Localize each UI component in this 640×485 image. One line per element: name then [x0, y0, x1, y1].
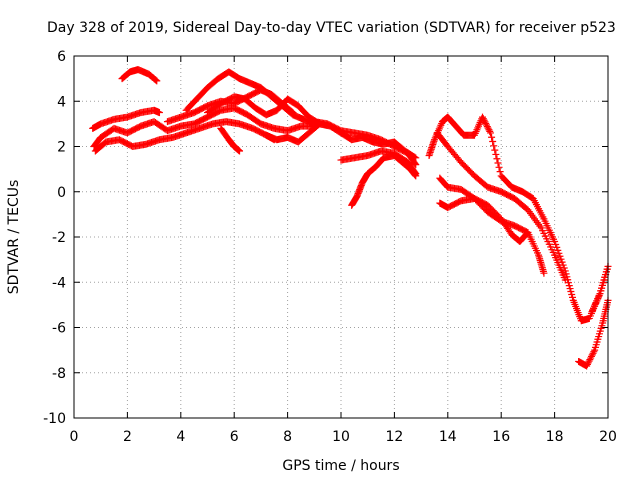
- data-point: [587, 354, 595, 362]
- x-tick-label: 16: [492, 429, 510, 445]
- data-point: [551, 238, 559, 246]
- data-point: [487, 129, 495, 137]
- data-point: [491, 146, 499, 154]
- x-tick-label: 20: [599, 429, 617, 445]
- data-point: [588, 351, 596, 359]
- x-tick-label: 2: [123, 429, 132, 445]
- data-point: [561, 276, 569, 284]
- data-point: [583, 360, 591, 368]
- x-tick-label: 0: [70, 429, 79, 445]
- data-point: [412, 172, 420, 180]
- series-track-13: [425, 113, 612, 325]
- data-point: [288, 108, 296, 116]
- series-track-8: [217, 124, 244, 155]
- series-track-4: [118, 66, 161, 85]
- y-tick-label: -10: [43, 411, 66, 427]
- x-tick-label: 8: [283, 429, 292, 445]
- data-layer: [89, 66, 612, 370]
- y-tick-label: -6: [52, 321, 66, 337]
- x-tick-label: 10: [332, 429, 350, 445]
- data-point: [495, 163, 503, 171]
- y-tick-label: -8: [52, 366, 66, 382]
- data-point: [492, 150, 500, 158]
- data-point: [484, 124, 492, 132]
- data-point: [493, 155, 501, 163]
- data-point: [583, 362, 591, 370]
- data-point: [483, 121, 491, 129]
- data-point: [566, 285, 574, 293]
- data-point: [556, 252, 564, 260]
- data-point: [489, 138, 497, 146]
- y-tick-label: -4: [52, 275, 66, 291]
- x-axis-label: GPS time / hours: [282, 458, 399, 474]
- data-point: [152, 76, 160, 84]
- data-point: [590, 348, 598, 356]
- data-point: [483, 123, 491, 131]
- data-point: [586, 356, 594, 364]
- y-tick-label: 2: [57, 140, 66, 156]
- x-tick-label: 6: [230, 429, 239, 445]
- series-track-7: [163, 86, 297, 126]
- series-track-16: [436, 195, 532, 246]
- axis-layer: 0 2 4 6 8 10 12 14 16 18 20 -10 -8 -6 -4 -2 0 2 4 6: [43, 49, 617, 445]
- x-tick-label: 18: [546, 429, 564, 445]
- chart-title: Day 328 of 2019, Sidereal Day-to-day VTE…: [47, 20, 616, 36]
- x-tick-label: 4: [176, 429, 185, 445]
- series-track-14: [433, 129, 569, 284]
- x-tick-label: 14: [439, 429, 457, 445]
- x-tick-label: 12: [385, 429, 403, 445]
- y-tick-label: -2: [52, 230, 66, 246]
- data-point: [587, 352, 595, 360]
- data-point: [524, 228, 532, 236]
- data-point: [554, 246, 562, 254]
- data-point: [568, 293, 576, 301]
- data-point: [289, 109, 297, 117]
- data-point: [562, 270, 570, 278]
- data-point: [480, 116, 488, 124]
- data-point: [486, 127, 494, 135]
- series-track-3: [89, 106, 163, 132]
- data-point: [553, 243, 561, 251]
- data-point: [488, 133, 496, 141]
- data-point: [411, 159, 419, 167]
- data-point: [155, 109, 163, 117]
- data-point: [565, 282, 573, 290]
- data-point: [561, 267, 569, 275]
- series-track-17: [575, 296, 612, 370]
- y-axis-label: SDTVAR / TECUs: [6, 180, 22, 295]
- data-point: [494, 159, 502, 167]
- data-point: [479, 113, 487, 121]
- data-point: [479, 115, 487, 123]
- series-track-1: [90, 104, 318, 150]
- series-track-18: [588, 262, 612, 316]
- data-point: [557, 255, 565, 263]
- data-point: [153, 77, 161, 85]
- y-tick-label: 4: [57, 94, 66, 110]
- data-point: [482, 119, 490, 127]
- grid-layer: [74, 56, 608, 418]
- data-point: [151, 76, 159, 84]
- data-point: [481, 118, 489, 126]
- data-point: [540, 269, 548, 277]
- series-track-10: [310, 118, 420, 169]
- data-point: [567, 288, 575, 296]
- data-point: [589, 349, 597, 357]
- data-point: [496, 168, 504, 176]
- data-point: [568, 290, 576, 298]
- data-point: [584, 359, 592, 367]
- data-point: [412, 161, 420, 169]
- data-point: [485, 126, 493, 134]
- data-point: [490, 142, 498, 150]
- plot-frame: [73, 55, 609, 419]
- data-point: [236, 147, 244, 155]
- data-point: [523, 229, 531, 237]
- y-tick-label: 0: [57, 185, 66, 201]
- y-tick-label: 6: [57, 49, 66, 65]
- data-point: [555, 249, 563, 257]
- data-point: [585, 357, 593, 365]
- data-point: [552, 240, 560, 248]
- series-track-12: [348, 152, 420, 209]
